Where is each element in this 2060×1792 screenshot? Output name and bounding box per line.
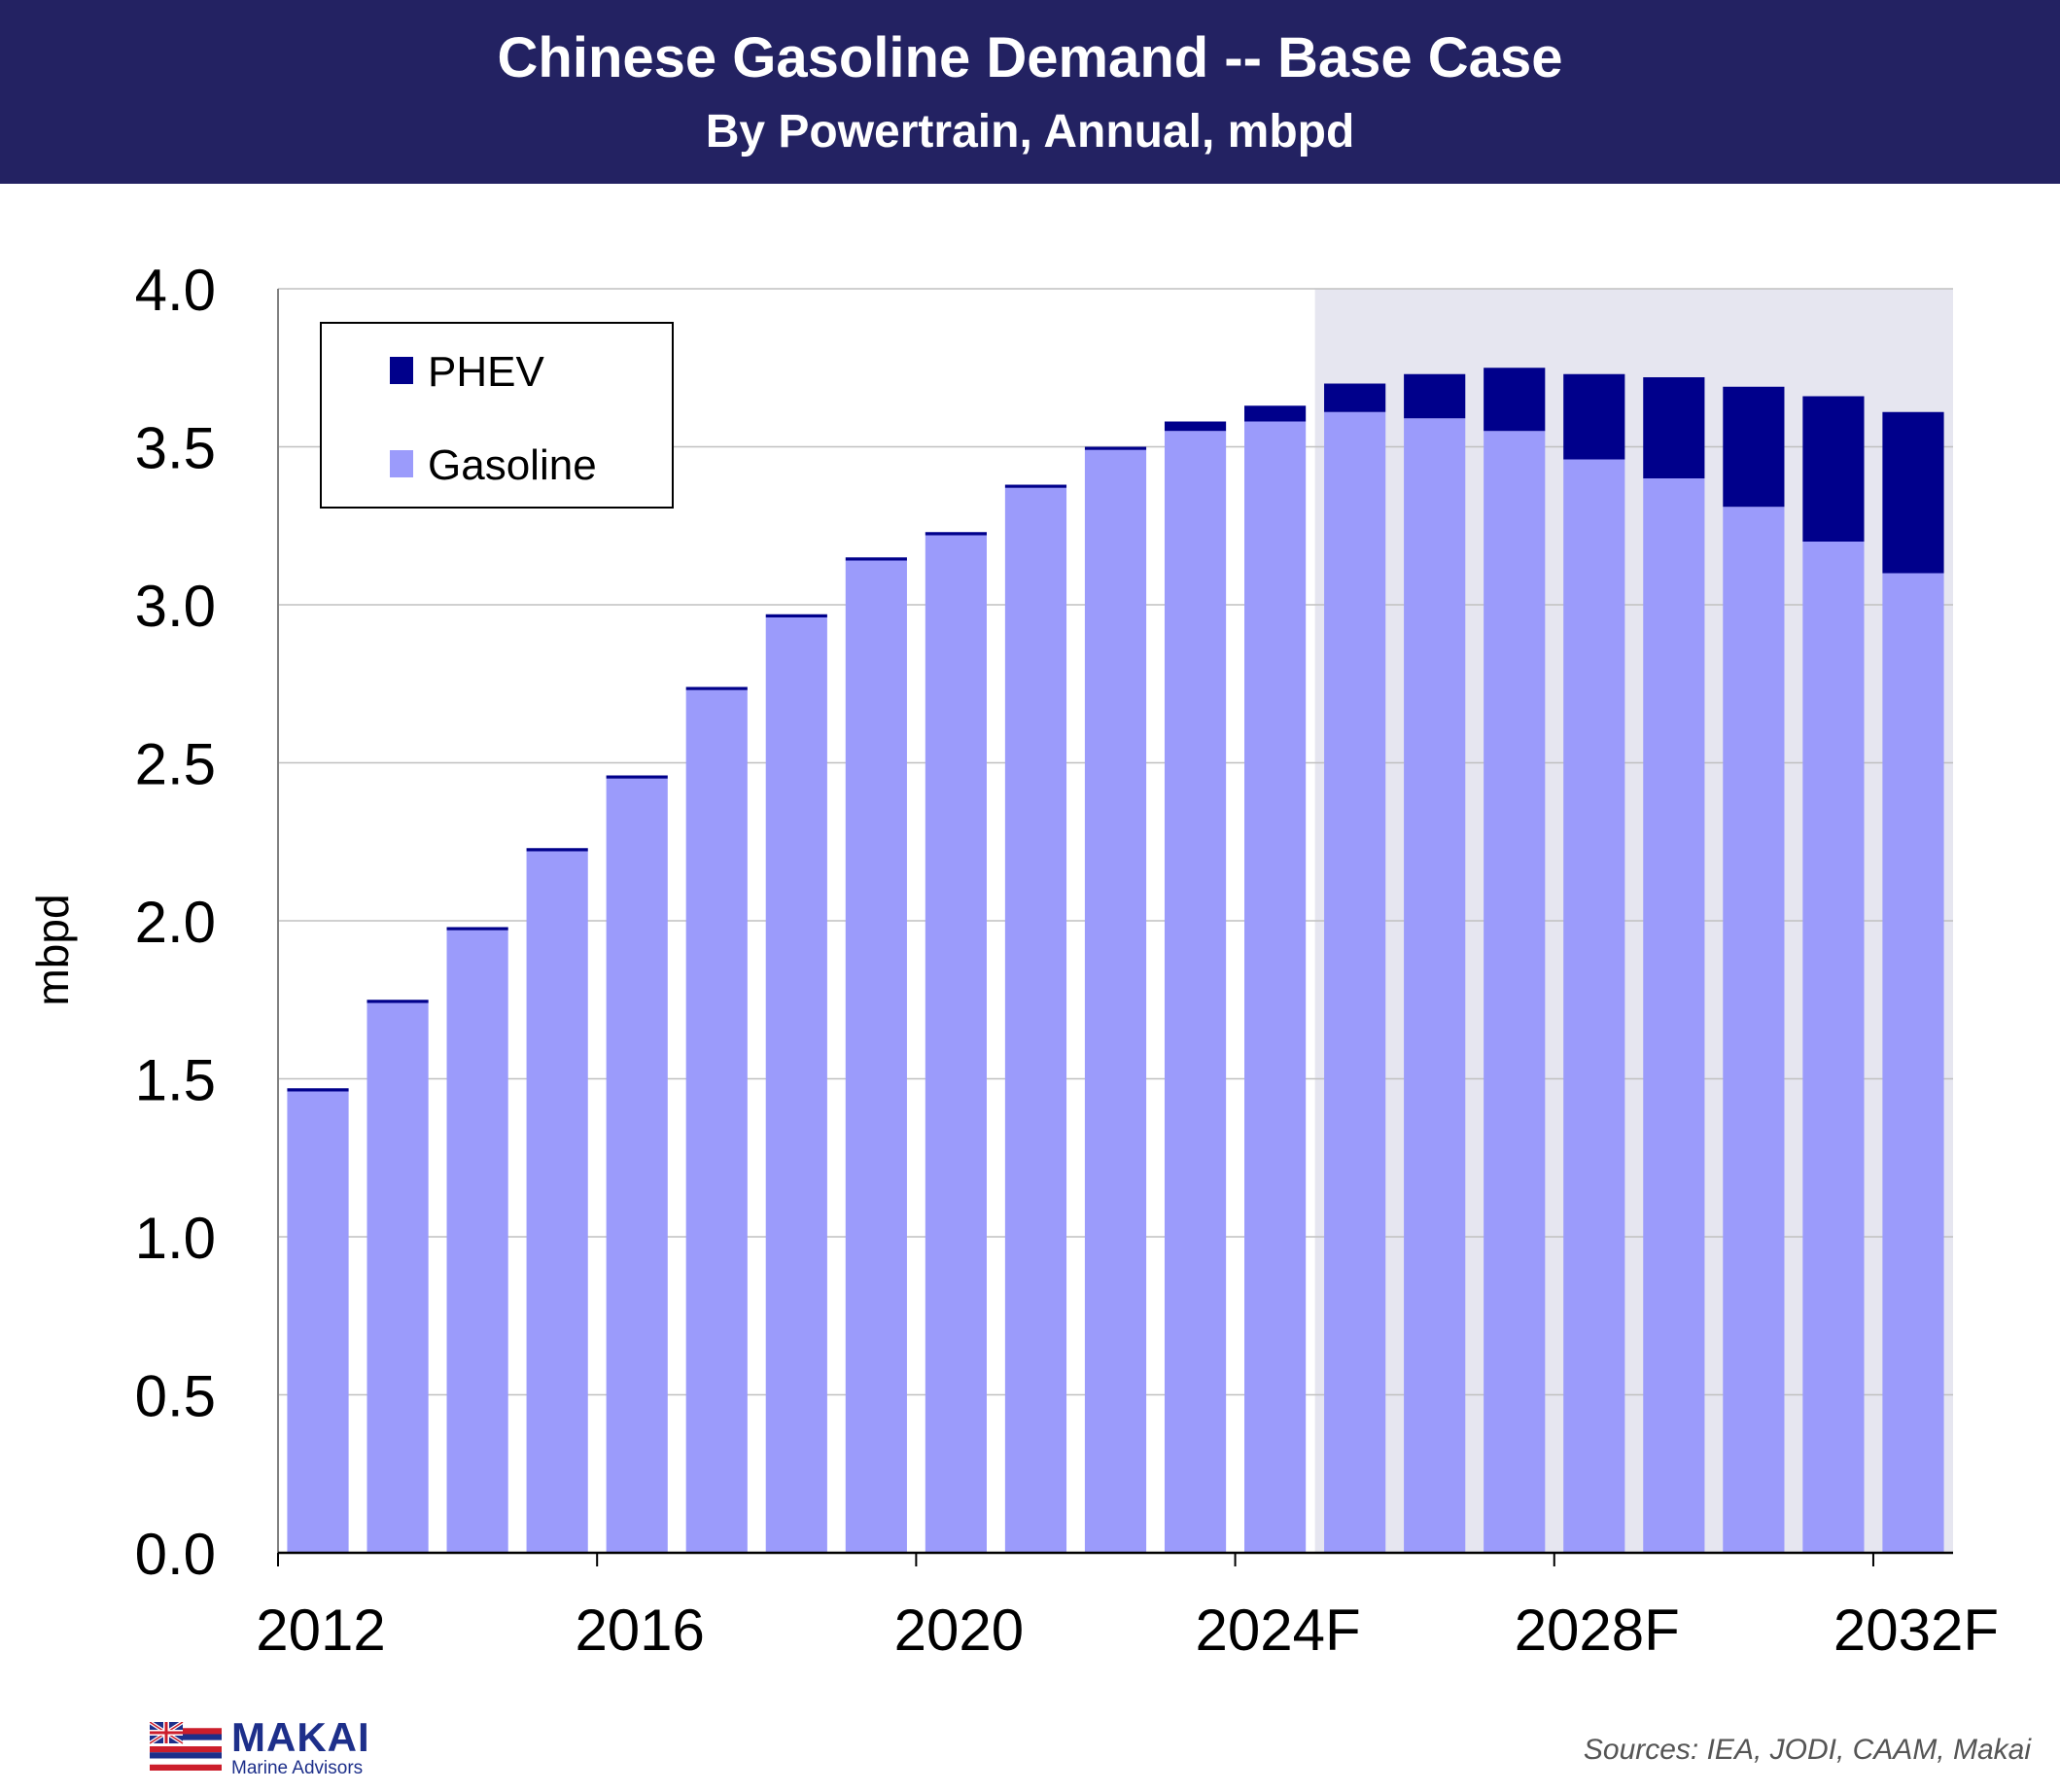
bar-gasoline <box>1723 507 1785 1553</box>
chart-subtitle: By Powertrain, Annual, mbpd <box>705 106 1355 158</box>
legend-swatch-gasoline <box>390 450 413 477</box>
y-tick-label: 4.0 <box>135 258 216 323</box>
bar-phev <box>446 927 508 931</box>
bar-gasoline <box>1802 542 1865 1553</box>
x-tick-label: 2012 <box>256 1598 385 1663</box>
bar-gasoline <box>1244 421 1307 1553</box>
bar-gasoline <box>1004 487 1067 1553</box>
x-tick-label: 2024F <box>1196 1598 1361 1663</box>
bar-phev <box>925 532 987 536</box>
legend-label-gasoline: Gasoline <box>428 441 597 489</box>
bar-phev <box>1004 484 1067 488</box>
bar-phev <box>1164 421 1227 432</box>
bar-phev <box>1723 386 1785 508</box>
bar-gasoline <box>367 1002 429 1553</box>
bar-gasoline <box>1643 478 1705 1553</box>
legend-swatch-phev <box>390 357 413 384</box>
bar-gasoline <box>845 560 907 1553</box>
y-tick-label: 3.5 <box>135 416 216 481</box>
x-tick-label: 2028F <box>1515 1598 1680 1663</box>
y-tick-label: 2.5 <box>135 732 216 797</box>
y-tick-label: 0.0 <box>135 1522 216 1587</box>
bar-phev <box>685 686 748 690</box>
legend-box <box>320 322 674 509</box>
bar-gasoline <box>526 851 588 1553</box>
bar-phev <box>606 775 668 779</box>
bar-gasoline <box>606 778 668 1553</box>
y-tick-label: 2.0 <box>135 890 216 955</box>
bar-phev <box>1563 373 1625 460</box>
bar-phev <box>1324 383 1386 412</box>
bar-gasoline <box>765 617 827 1553</box>
bar-phev <box>1643 377 1705 478</box>
bar-gasoline <box>446 930 508 1553</box>
logo-name: MAKAI <box>231 1714 370 1760</box>
bar-gasoline <box>925 535 987 1553</box>
bar-phev <box>526 848 588 852</box>
legend-label-phev: PHEV <box>428 348 544 396</box>
stacked-bar-chart: 0.0 0.5 1.0 1.5 2.0 2.5 3.0 3.5 4.0 2012 2016 2020 2… <box>27 258 1999 1663</box>
bar-phev <box>287 1088 349 1092</box>
hawaii-flag-icon <box>150 1722 222 1771</box>
bar-gasoline <box>685 689 748 1553</box>
y-tick-label: 3.0 <box>135 574 216 639</box>
bar-phev <box>845 557 907 561</box>
x-tick-label: 2020 <box>894 1598 1024 1663</box>
bar-phev <box>1404 373 1466 419</box>
bar-gasoline <box>1084 449 1147 1553</box>
logo-tagline: Marine Advisors <box>231 1758 364 1778</box>
bar-phev <box>367 1000 429 1003</box>
x-tick-label: 2032F <box>1833 1598 1999 1663</box>
y-tick-label: 0.5 <box>135 1364 216 1429</box>
bar-gasoline <box>1324 411 1386 1553</box>
y-tick-label: 1.5 <box>135 1048 216 1113</box>
source-note: Sources: IEA, JODI, CAAM, Makai <box>1583 1734 2031 1766</box>
makai-logo: MAKAI Marine Advisors <box>150 1714 412 1778</box>
bar-phev <box>1244 405 1307 422</box>
bar-phev <box>1484 368 1546 432</box>
bar-phev <box>1882 411 1944 574</box>
bar-gasoline <box>1164 431 1227 1553</box>
bar-gasoline <box>1882 573 1944 1553</box>
x-tick-label: 2016 <box>575 1598 704 1663</box>
bar-phev <box>1802 396 1865 542</box>
bar-gasoline <box>1563 459 1625 1553</box>
bar-phev <box>765 614 827 617</box>
y-axis-label: mbpd <box>27 894 78 1005</box>
bar-phev <box>1084 446 1147 450</box>
bar-gasoline <box>287 1091 349 1553</box>
bar-gasoline <box>1404 418 1466 1553</box>
title-banner: Chinese Gasoline Demand -- Base Case By … <box>0 0 2060 184</box>
chart-title: Chinese Gasoline Demand -- Base Case <box>497 26 1563 89</box>
y-tick-label: 1.0 <box>135 1206 216 1271</box>
bar-gasoline <box>1484 431 1546 1553</box>
